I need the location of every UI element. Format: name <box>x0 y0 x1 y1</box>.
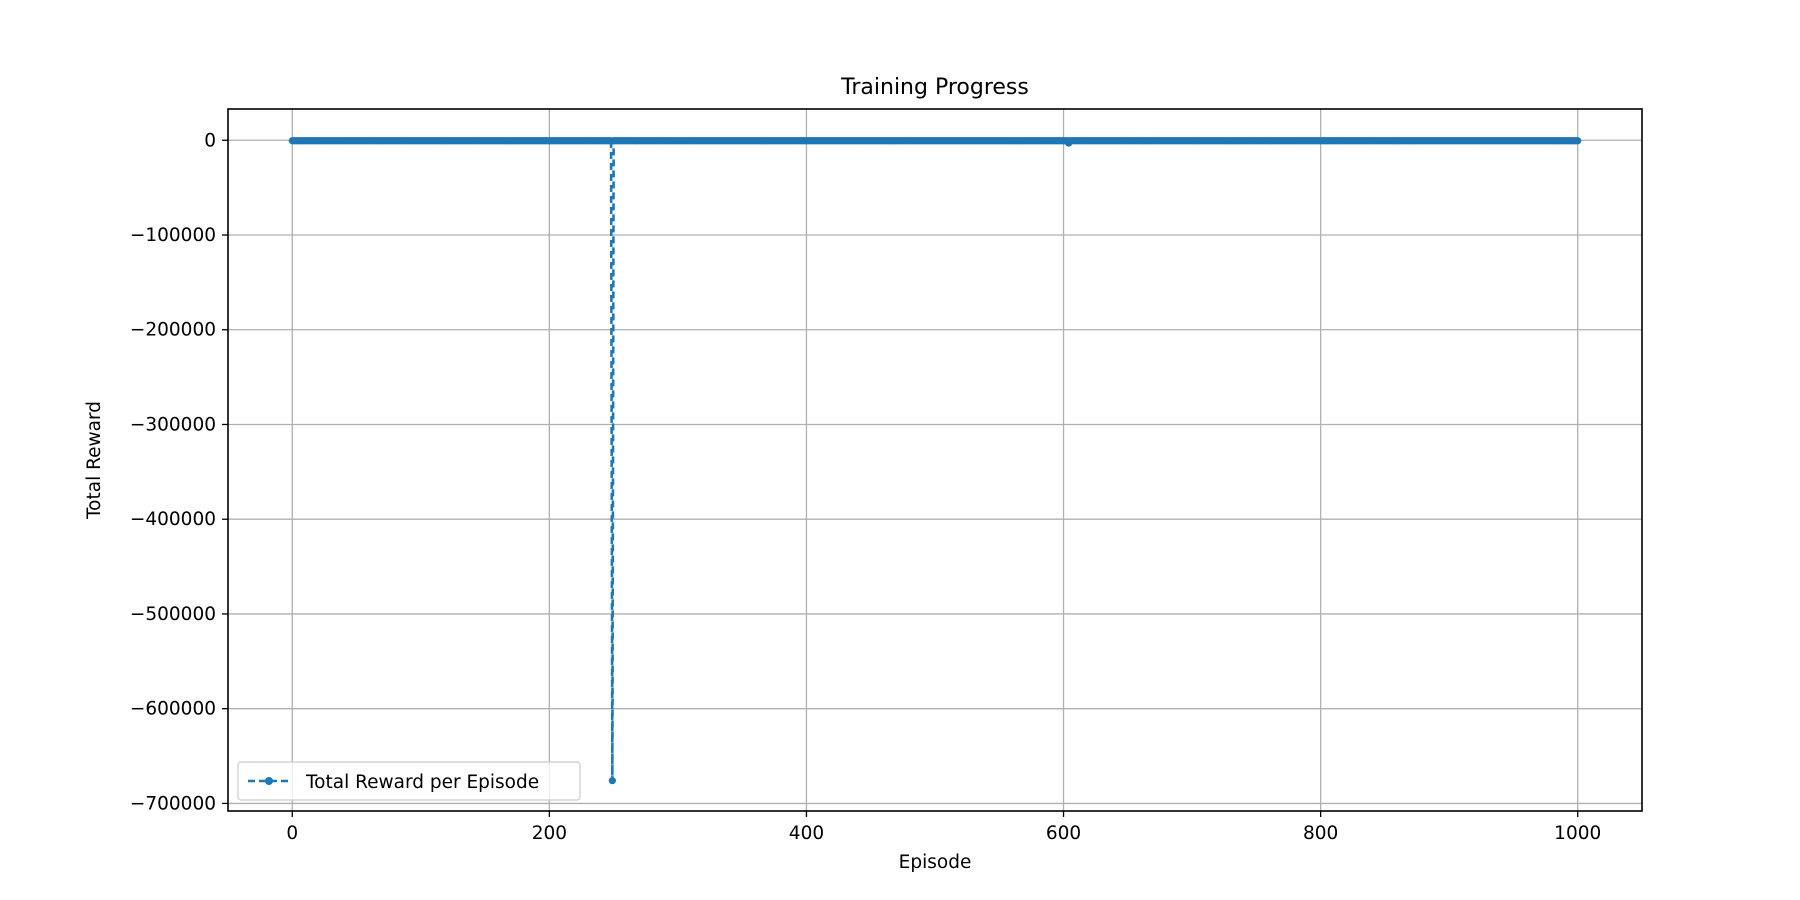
y-tick-label: −600000 <box>130 699 216 720</box>
y-tick-label: −700000 <box>130 793 216 814</box>
y-tick-label: −300000 <box>130 414 216 435</box>
y-tick-label: −200000 <box>130 320 216 341</box>
y-tick-label: 0 <box>204 130 216 151</box>
y-axis-label: Total Reward <box>84 401 105 520</box>
x-tick-label: 1000 <box>1554 823 1601 844</box>
y-tick-label: −500000 <box>130 604 216 625</box>
legend: Total Reward per Episode <box>237 761 581 801</box>
data-point <box>608 777 616 785</box>
legend-marker-swatch <box>265 777 273 785</box>
x-tick-label: 0 <box>286 823 298 844</box>
y-tick-label: −100000 <box>130 225 216 246</box>
legend-label: Total Reward per Episode <box>305 772 539 793</box>
x-tick-label: 800 <box>1303 823 1338 844</box>
x-axis-label: Episode <box>899 852 972 873</box>
y-tick-label: −400000 <box>130 509 216 530</box>
data-point <box>1574 137 1582 145</box>
x-tick-label: 400 <box>789 823 824 844</box>
axis-ticks: 0 200 400 600 800 1000 0 −100000 −200000 −300000 −… <box>130 130 1601 844</box>
x-tick-label: 200 <box>532 823 567 844</box>
legend-box <box>237 761 581 801</box>
series-total-reward <box>288 137 1582 785</box>
x-tick-label: 600 <box>1046 823 1081 844</box>
plot-frame <box>227 108 1643 812</box>
chart-title: Training Progress <box>840 75 1029 100</box>
